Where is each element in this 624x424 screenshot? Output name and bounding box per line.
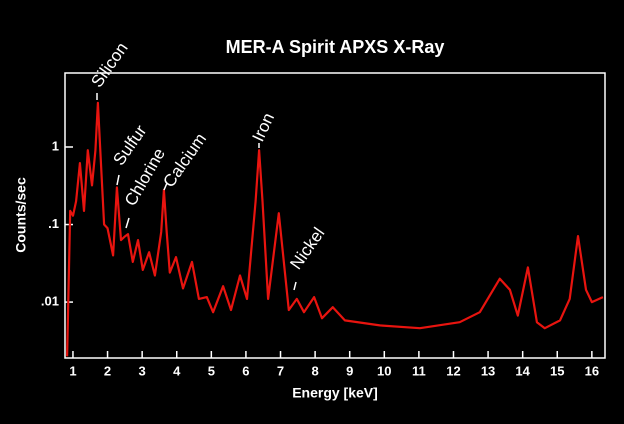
x-tick-label: 3 <box>139 363 146 378</box>
annotation-leader <box>163 182 168 191</box>
x-axis-label: Energy [keV] <box>292 385 378 401</box>
y-tick-label: .1 <box>48 216 59 231</box>
x-tick-label: 12 <box>446 363 460 378</box>
spectrum-line <box>66 101 604 357</box>
y-axis-label: Counts/sec <box>13 177 29 253</box>
x-tick-label: 2 <box>104 363 111 378</box>
x-tick-label: 16 <box>585 363 599 378</box>
x-tick-label: 11 <box>412 363 426 378</box>
y-tick-label: .01 <box>41 294 59 309</box>
x-tick-label: 6 <box>242 363 249 378</box>
x-tick-label: 7 <box>277 363 284 378</box>
x-tick-label: 10 <box>377 363 391 378</box>
x-tick-label: 14 <box>515 363 530 378</box>
x-tick-label: 4 <box>173 363 181 378</box>
plot-frame <box>64 72 606 359</box>
x-tick-label: 5 <box>208 363 215 378</box>
x-tick-label: 13 <box>481 363 495 378</box>
annotation-leader <box>293 281 297 291</box>
annotation-leader <box>116 174 120 186</box>
chart-title: MER-A Spirit APXS X-Ray <box>226 37 445 57</box>
x-tick-label: 15 <box>550 363 564 378</box>
x-tick-label: 9 <box>346 363 353 378</box>
annotation-leader <box>125 217 130 229</box>
x-tick-label: 8 <box>311 363 318 378</box>
x-tick-label: 1 <box>69 363 76 378</box>
y-tick-label: 1 <box>52 138 59 153</box>
